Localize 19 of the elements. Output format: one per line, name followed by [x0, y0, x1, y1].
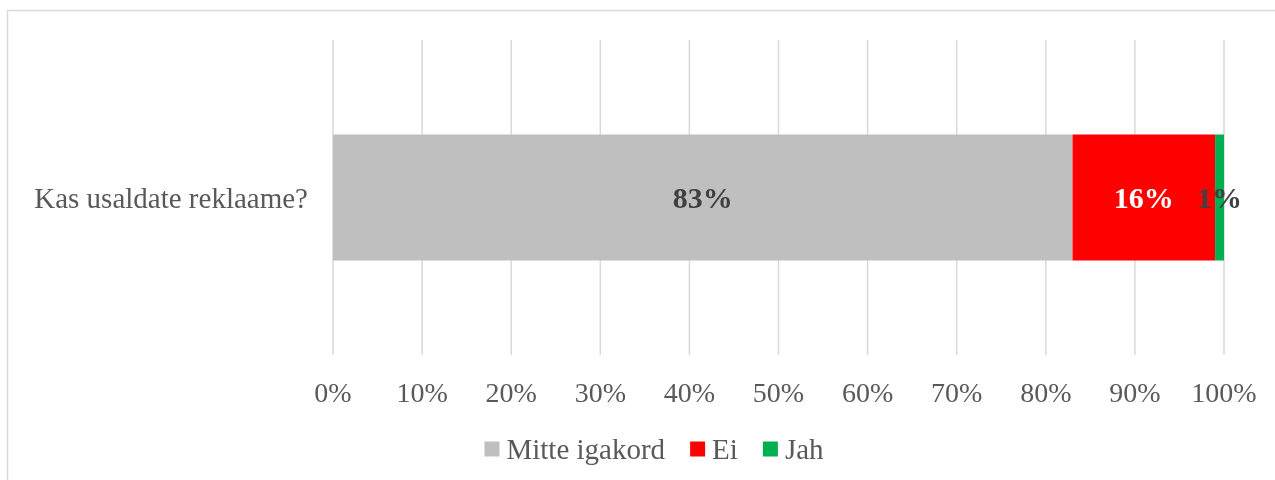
- bar: [333, 134, 1073, 261]
- data-label: 16%: [1113, 181, 1174, 214]
- legend-label: Jah: [784, 433, 825, 466]
- x-tick-label: 30%: [574, 376, 626, 408]
- x-tick-label: 100%: [1191, 376, 1257, 408]
- legend-label: Ei: [712, 433, 738, 466]
- x-tick-label: 70%: [931, 376, 983, 408]
- x-tick-label: 60%: [841, 376, 894, 408]
- x-tick-label: 10%: [396, 376, 448, 408]
- x-tick-label: 40%: [663, 376, 716, 408]
- legend-label: Mitte igakord: [506, 433, 666, 466]
- x-tick-label: 90%: [1109, 376, 1161, 408]
- x-tick-label: 50%: [752, 376, 805, 408]
- data-label: 1%: [1197, 181, 1243, 214]
- x-tick-label: 80%: [1020, 376, 1072, 408]
- y-tick-label: Kas usaldate reklaame?: [34, 181, 308, 214]
- x-tick-label: 0%: [314, 376, 352, 408]
- data-label: 83%: [672, 181, 733, 214]
- x-tick-label: 20%: [485, 376, 537, 408]
